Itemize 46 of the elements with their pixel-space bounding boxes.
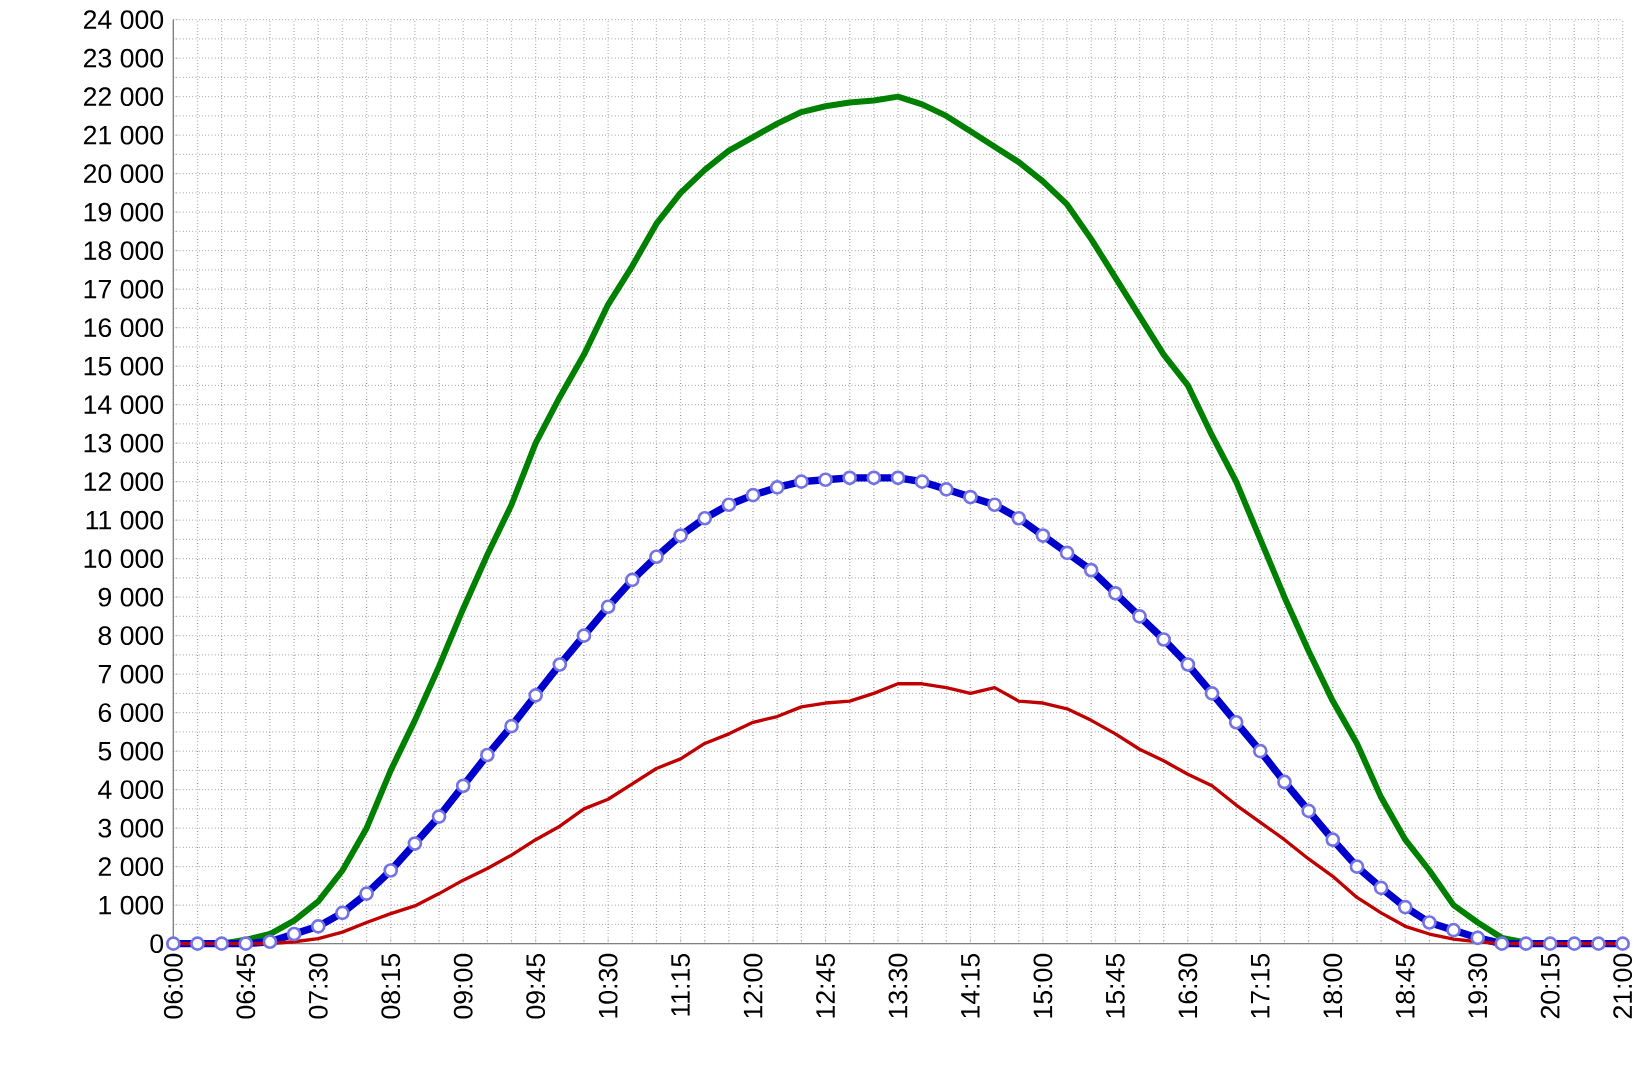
- y-tick-label: 19 000: [84, 202, 164, 222]
- x-tick-label: 07:30: [308, 953, 328, 1019]
- x-tick-label: 10:30: [598, 953, 618, 1018]
- y-tick-label: 12 000: [84, 472, 164, 492]
- x-tick-label: 08:15: [381, 953, 401, 1019]
- x-tick-label: 06:45: [236, 953, 256, 1019]
- y-tick-label: 10 000: [84, 549, 164, 569]
- y-tick-label: 8 000: [98, 626, 164, 646]
- y-tick-label: 21 000: [83, 125, 164, 145]
- y-tick-label: 13 000: [84, 433, 164, 453]
- y-tick-label: 14 000: [84, 395, 164, 415]
- x-tick-label: 06:00: [163, 953, 183, 1019]
- x-tick-label: 17:15: [1251, 953, 1270, 1018]
- x-tick-label: 09:45: [526, 953, 546, 1019]
- x-tick-label: 20:15: [1540, 953, 1560, 1019]
- x-tick-label: 21:00: [1613, 953, 1633, 1019]
- x-tick-label: 15:00: [1033, 953, 1053, 1018]
- x-tick-label: 11:15: [671, 953, 690, 1016]
- y-tick-label: 0: [150, 934, 164, 954]
- y-tick-label: 20 000: [83, 164, 164, 184]
- y-tick-label: 2 000: [98, 857, 164, 877]
- y-tick-label: 24 000: [83, 10, 164, 30]
- y-tick-label: 4 000: [98, 780, 164, 800]
- y-tick-label: 11 000: [86, 510, 164, 530]
- x-tick-label: 19:30: [1468, 953, 1488, 1018]
- x-tick-label: 16:30: [1178, 953, 1198, 1018]
- y-tick-label: 15 000: [84, 356, 164, 376]
- y-tick-label: 17 000: [84, 279, 164, 299]
- y-tick-label: 3 000: [98, 818, 164, 838]
- y-tick-label: 1 000: [99, 895, 164, 915]
- y-tick-label: 9 000: [98, 587, 164, 607]
- x-tick-label: 12:45: [816, 953, 835, 1018]
- x-tick-label: 09:00: [453, 953, 473, 1019]
- y-tick-label: 16 000: [84, 318, 164, 338]
- y-tick-label: 6 000: [98, 703, 164, 723]
- y-tick-label: 5 000: [98, 741, 164, 761]
- x-tick-label: 18:00: [1323, 953, 1343, 1018]
- y-tick-label: 7 000: [98, 664, 164, 684]
- x-tick-label: 15:45: [1106, 953, 1125, 1018]
- x-tick-label: 14:15: [961, 953, 980, 1018]
- y-tick-label: 18 000: [84, 241, 164, 261]
- x-tick-label: 18:45: [1395, 953, 1415, 1018]
- y-tick-label: 22 000: [83, 87, 164, 107]
- y-tick-label: 23 000: [83, 48, 164, 68]
- x-tick-label: 12:00: [743, 953, 763, 1018]
- x-tick-label: 13:30: [888, 953, 908, 1018]
